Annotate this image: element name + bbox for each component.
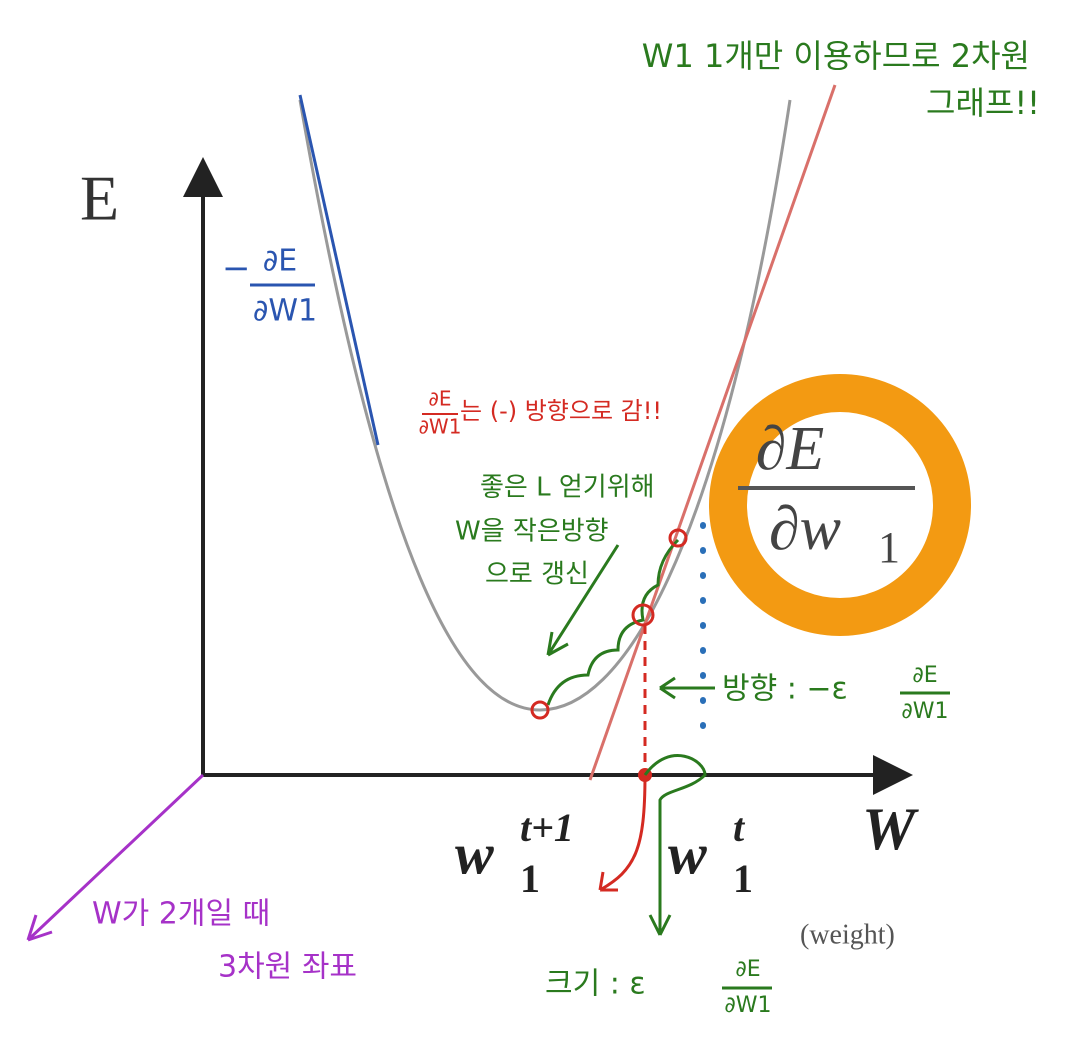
note: 는 (-) 방향으로 감!! xyxy=(460,397,662,425)
note-denominator: ∂W1 xyxy=(724,993,771,1018)
note-numerator: ∂E xyxy=(429,387,452,411)
note: 3차원 좌표 xyxy=(218,950,357,985)
note: 크기 : ε xyxy=(545,967,646,1002)
point xyxy=(631,603,655,627)
update-arrow xyxy=(546,544,620,657)
step-arcs xyxy=(546,538,680,706)
y-axis-label: E xyxy=(80,163,119,234)
point xyxy=(668,528,688,548)
tick-sup: t xyxy=(733,805,746,850)
x-axis-unit: (weight) xyxy=(800,919,895,950)
note-numerator: ∂E xyxy=(735,957,760,982)
note-denominator: ∂W1 xyxy=(419,415,462,439)
x-axis-label: W xyxy=(862,796,919,862)
note: 으로 갱신 xyxy=(485,560,589,590)
note: W1 1개만 이용하므로 2차원 xyxy=(642,37,1030,75)
note: W가 2개일 때 xyxy=(92,897,270,932)
note-sign: − xyxy=(222,249,251,289)
note: 좋은 L 얻기위해 xyxy=(480,473,655,503)
note-numerator: ∂E xyxy=(263,244,297,279)
green-arrow xyxy=(643,754,707,936)
point xyxy=(530,700,550,720)
note: 방향 : −ε xyxy=(722,672,848,707)
tick-base: w xyxy=(455,821,494,886)
gradient-denominator: ∂w xyxy=(769,495,841,563)
tick-sup: t+1 xyxy=(520,805,574,850)
note-numerator: ∂E xyxy=(912,663,937,688)
red-arrow xyxy=(598,774,647,892)
direction-arrow xyxy=(659,676,715,700)
error-curve xyxy=(298,99,792,712)
tick-sub: 1 xyxy=(733,856,753,901)
note-denominator: ∂W1 xyxy=(253,294,317,329)
tick-sub: 1 xyxy=(520,856,540,901)
blue-slope xyxy=(298,94,380,446)
gradient-sub: 1 xyxy=(878,523,900,572)
tick-base: w xyxy=(668,821,707,886)
z-axis-arrow xyxy=(26,773,205,942)
note: 그래프!! xyxy=(926,84,1040,122)
gradient-numerator: ∂E xyxy=(756,415,825,483)
highlight-circle xyxy=(709,374,971,636)
tangent-line xyxy=(588,84,837,781)
note-denominator: ∂W1 xyxy=(901,699,948,724)
note: W을 작은방향 xyxy=(455,517,609,547)
